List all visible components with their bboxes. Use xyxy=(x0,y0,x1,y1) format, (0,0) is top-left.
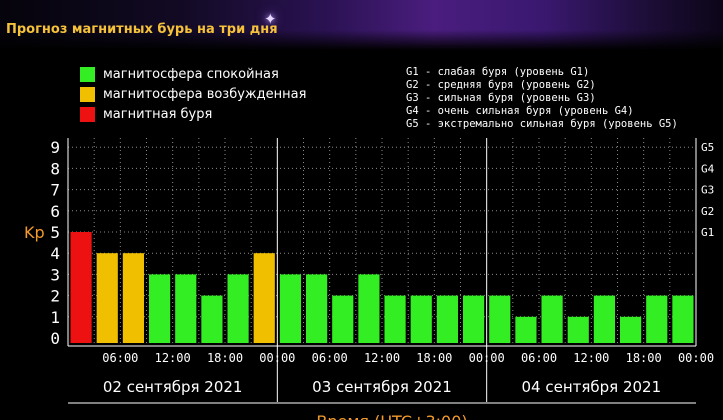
kp-bar xyxy=(593,295,615,343)
kp-bar xyxy=(646,295,668,343)
legend-swatch-storm xyxy=(80,106,95,122)
kp-bar xyxy=(253,253,275,343)
day-label: 03 сентября 2021 xyxy=(312,378,452,396)
y-tick-label: 3 xyxy=(50,265,60,284)
kp-bar xyxy=(306,274,328,343)
storm-scale-g2: G2 - средняя буря (уровень G2) xyxy=(406,79,596,91)
legend-label-excited: магнитосфера возбужденная xyxy=(103,86,307,102)
y-tick-label: 5 xyxy=(50,223,60,242)
y-tick-label: 6 xyxy=(50,202,60,221)
x-tick-label: 06:00 xyxy=(312,351,348,365)
kp-bar xyxy=(620,316,642,343)
g-tick-label: G4 xyxy=(701,162,715,175)
y-tick-label: 8 xyxy=(50,159,60,178)
x-tick-label: 06:00 xyxy=(102,351,138,365)
kp-bar xyxy=(567,316,589,343)
kp-bar xyxy=(489,295,511,343)
x-tick-label: 00:00 xyxy=(469,351,505,365)
x-tick-label: 12:00 xyxy=(155,351,191,365)
g-tick-label: G3 xyxy=(701,184,714,197)
kp-bar xyxy=(332,295,354,343)
legend-swatch-excited xyxy=(80,86,95,102)
kp-bar xyxy=(96,253,118,343)
kp-bar xyxy=(384,295,406,343)
x-tick-label: 18:00 xyxy=(416,351,452,365)
day-label: 04 сентября 2021 xyxy=(522,378,662,396)
y-tick-label: 7 xyxy=(50,181,60,200)
g-tick-label: G5 xyxy=(701,141,714,154)
y-axis-title: Kp xyxy=(24,223,45,242)
legend-item-excited: магнитосфера возбужденная xyxy=(80,84,306,104)
storm-scale-g5: G5 - экстремально сильная буря (уровень … xyxy=(406,118,678,130)
kp-bar xyxy=(515,316,537,343)
sparkle-icon: ✦ xyxy=(264,10,277,28)
y-tick-label: 0 xyxy=(50,329,60,348)
page-title: Прогноз магнитных бурь на три дня xyxy=(6,22,278,37)
header-banner xyxy=(0,0,723,50)
kp-bar xyxy=(410,295,432,343)
x-tick-label: 12:00 xyxy=(573,351,609,365)
kp-bar xyxy=(122,253,144,343)
kp-bar xyxy=(175,274,197,343)
g-tick-label: G2 xyxy=(701,205,714,218)
kp-bar xyxy=(149,274,171,343)
x-tick-label: 00:00 xyxy=(678,351,714,365)
kp-bar xyxy=(672,295,694,343)
kp-bar xyxy=(463,295,485,343)
kp-bar xyxy=(70,232,92,343)
kp-legend: магнитосфера спокойная магнитосфера возб… xyxy=(80,64,306,124)
x-tick-label: 18:00 xyxy=(626,351,662,365)
x-tick-label: 18:00 xyxy=(207,351,243,365)
y-tick-label: 1 xyxy=(50,308,60,327)
y-tick-label: 4 xyxy=(50,244,60,263)
kp-bar xyxy=(201,295,223,343)
legend-label-storm: магнитная буря xyxy=(103,106,213,122)
g-tick-label: G1 xyxy=(701,226,714,239)
x-axis-title: Время (UTC+3:00) xyxy=(316,412,467,420)
x-tick-label: 00:00 xyxy=(259,351,295,365)
storm-scale-g1: G1 - слабая буря (уровень G1) xyxy=(406,66,590,78)
kp-bar xyxy=(279,274,301,343)
y-tick-label: 9 xyxy=(50,138,60,157)
x-tick-label: 12:00 xyxy=(364,351,400,365)
kp-bar xyxy=(541,295,563,343)
day-label: 02 сентября 2021 xyxy=(103,378,243,396)
legend-item-calm: магнитосфера спокойная xyxy=(80,64,306,84)
kp-bar xyxy=(227,274,249,343)
legend-label-calm: магнитосфера спокойная xyxy=(103,66,279,82)
legend-swatch-calm xyxy=(80,66,95,82)
x-tick-label: 06:00 xyxy=(521,351,557,365)
kp-bar xyxy=(358,274,380,343)
kp-bar xyxy=(436,295,458,343)
storm-scale-g3: G3 - сильная буря (уровень G3) xyxy=(406,92,596,104)
storm-scale-legend: G1 - слабая буря (уровень G1) G2 - средн… xyxy=(406,66,678,131)
storm-scale-g4: G4 - очень сильная буря (уровень G4) xyxy=(406,105,634,117)
y-tick-label: 2 xyxy=(50,287,60,306)
legend-item-storm: магнитная буря xyxy=(80,104,306,124)
